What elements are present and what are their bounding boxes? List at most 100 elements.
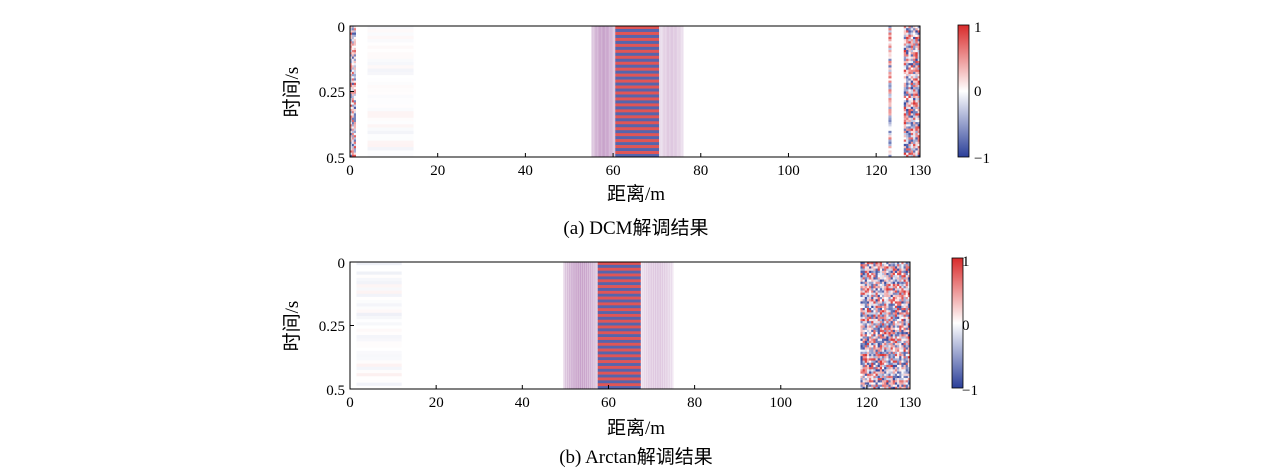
heatmap-cell [351,65,355,68]
heatmap-cell [915,100,918,103]
heatmap-cell [903,84,907,88]
heatmap-cell [905,277,909,280]
heatmap-cell [913,43,916,46]
heatmap-cell [864,262,868,265]
heatmap-cell [915,45,918,49]
heatmap-cell [906,108,909,112]
heatmap-cell [886,303,889,307]
heatmap-cell [351,63,355,66]
heatmap-cell [897,334,900,337]
heatmap-cell [864,323,868,326]
heatmap-cell [915,58,918,62]
heatmap-cell [659,26,661,157]
heatmap-cell [350,132,353,136]
heatmap-cell [913,89,916,92]
heatmap-cell [903,281,906,285]
heatmap-cell [862,283,866,287]
heatmap-cell [879,358,883,361]
heatmap-cell [879,349,883,353]
heatmap-cell [910,78,914,81]
heatmap-cell [884,338,887,342]
heatmap-cell [862,329,866,333]
heatmap-cell [917,87,921,90]
heatmap-cell [356,376,402,380]
heatmap-cell [877,343,881,346]
heatmap-cell [917,117,921,121]
heatmap-cell [910,69,914,73]
heatmap-cell [890,327,894,331]
heatmap-cell [906,47,909,51]
heatmap-cell [873,349,876,353]
heatmap-cell [353,115,356,118]
heatmap-cell [350,146,353,149]
heatmap-cell [890,362,894,366]
heatmap-cell [888,128,892,132]
heatmap-cell [578,262,581,389]
heatmap-cell [367,55,414,60]
heatmap-cell [597,371,641,375]
heatmap-cell [877,373,881,377]
heatmap-cell [913,132,916,136]
heatmap-cell [910,47,914,51]
heatmap-cell [905,351,909,355]
heatmap-cell [879,369,883,372]
heatmap-cell [908,143,912,147]
heatmap-cell [351,124,355,127]
heatmap-cell [869,327,872,331]
heatmap-cell [915,84,918,88]
heatmap-cell [862,312,866,315]
heatmap-cell [869,364,872,368]
heatmap-cell [862,351,866,355]
heatmap-cell [877,371,881,374]
heatmap-cell [367,140,414,145]
heatmap-cell [879,375,883,379]
heatmap-cell [869,305,872,309]
heatmap-cell [888,146,892,149]
heatmap-cell [910,65,914,68]
heatmap-cell [875,266,878,269]
heatmap-cell [903,380,906,383]
heatmap-cell [866,314,870,318]
heatmap-cell [866,360,870,364]
heatmap-cell [892,373,896,377]
heatmap-cell [906,26,909,29]
heatmap-cell [903,50,907,53]
heatmap-cell [367,117,414,122]
heatmap-cell [351,69,355,73]
heatmap-cell [899,264,902,267]
heatmap-cell [351,89,355,92]
heatmap-cell [903,71,907,75]
heatmap-cell [917,45,921,49]
heatmap-cell [903,104,907,108]
heatmap-cell [903,375,906,379]
y-axis-label-b: 时间/s [281,301,303,352]
heatmap-cell [915,111,918,114]
heatmap-cell [871,384,874,388]
heatmap-cell [597,368,641,372]
heatmap-cell [913,82,916,86]
heatmap-cell [888,318,891,322]
heatmap-cell [899,336,902,339]
heatmap-cell [905,264,909,267]
heatmap-cell [903,65,907,68]
heatmap-cell [888,71,892,75]
colorbar-a [957,24,970,158]
heatmap-cell [915,74,918,77]
heatmap-cell [899,292,902,296]
heatmap-cell [899,316,902,320]
heatmap-cell [871,277,874,280]
heatmap-cell [860,356,863,359]
heatmap-cell [882,369,885,372]
heatmap-cell [890,283,894,287]
heatmap-cell [862,364,866,368]
heatmap-cell [860,364,863,368]
heatmap-cell [888,292,891,296]
heatmap-cell [910,102,914,105]
heatmap-cell [351,54,355,57]
heatmap-cell [351,117,355,121]
heatmap-cell [901,382,904,385]
heatmap-cell [860,375,863,379]
heatmap-cell [877,299,881,302]
heatmap-cell [890,384,894,388]
heatmap-cell [879,294,883,298]
